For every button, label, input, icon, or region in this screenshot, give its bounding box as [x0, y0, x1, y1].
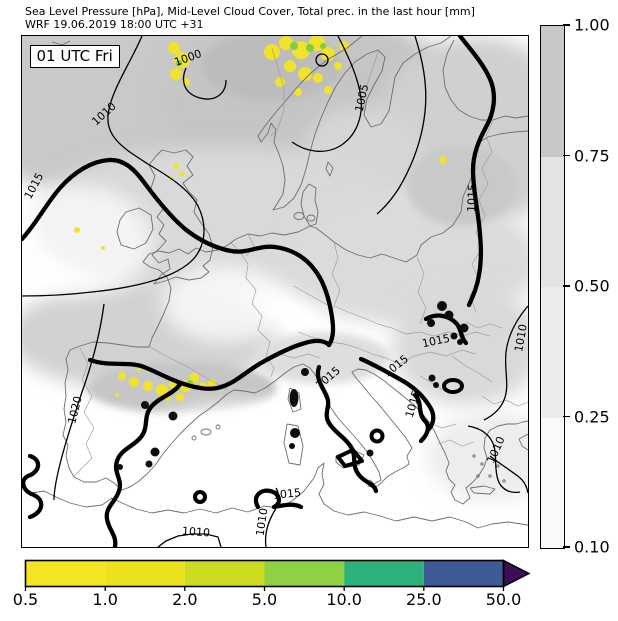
plot-title-line2: WRF 19.06.2019 18:00 UTC +31	[25, 18, 204, 31]
precip-tick-marks	[24, 586, 505, 591]
precip-seg-1.0	[105, 560, 185, 587]
precip-colorbar-tick-labels: 0.5 1.0 2.0 5.0 10.0 25.0 50.0	[13, 590, 522, 610]
precip-colorbar-tick-label: 0.5	[12, 590, 39, 609]
cloud-colorbar-segment	[541, 26, 564, 157]
weather-map-canvas	[21, 35, 528, 547]
precip-seg-0.5	[25, 560, 106, 587]
cloud-colorbar-segment	[541, 417, 564, 548]
precip-overflow-arrow	[502, 559, 531, 588]
precip-colorbar-tick-label: 1.0	[92, 590, 118, 609]
precip-colorbar-tick-label: 5.0	[251, 590, 278, 609]
cloud-colorbar-tick-label: 0.25	[574, 407, 610, 426]
cloud-colorbar-segment	[541, 156, 564, 287]
timestamp-box: 01 UTC Fri	[29, 44, 120, 68]
precip-seg-25.0	[423, 560, 504, 587]
cloud-colorbar-tick-label: 0.10	[574, 537, 610, 557]
cloud-cover-colorbar	[540, 25, 565, 549]
precip-colorbar-tick-label: 25.0	[406, 590, 442, 609]
precip-seg-5.0	[264, 560, 345, 587]
isobar-contour-1015-thick	[21, 35, 496, 547]
precip-colorbar-tick-label: 10.0	[326, 590, 362, 609]
cloud-colorbar-tick-label: 1.00	[574, 15, 610, 35]
plot-title: Sea Level Pressure [hPa], Mid-Level Clou…	[25, 5, 475, 31]
cloud-shading-layer	[21, 35, 528, 533]
heavy-precip-marks	[116, 300, 468, 470]
cloud-colorbar-segments	[541, 26, 564, 548]
precip-seg-10.0	[344, 560, 424, 587]
cloud-colorbar-tick-label: 0.50	[574, 276, 610, 296]
precip-colorbar	[24, 559, 531, 591]
precip-colorbar-tick-label: 50.0	[485, 590, 522, 609]
map-panel: 01 UTC Fri 1000 1005 1010 1015 1015 1015 1015 1…	[20, 34, 529, 548]
precip-seg-2.0	[184, 560, 265, 587]
precip-colorbar-tick-label: 2.0	[172, 590, 198, 609]
cloud-colorbar-segment	[541, 287, 564, 418]
cloud-colorbar-tick-label: 0.75	[574, 146, 610, 165]
plot-title-line1: Sea Level Pressure [hPa], Mid-Level Clou…	[25, 5, 475, 18]
